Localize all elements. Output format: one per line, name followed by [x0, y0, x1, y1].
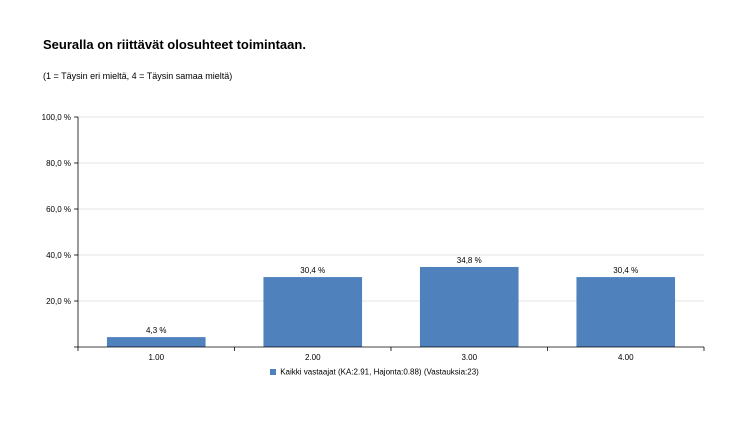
y-tick-label: 60,0 %	[46, 205, 71, 214]
axes	[74, 116, 705, 351]
bar-value-label: 30,4 %	[300, 266, 325, 275]
x-tick-label: 3.00	[461, 353, 477, 362]
y-tick-label: 40,0 %	[46, 251, 71, 260]
x-tick-label: 1.00	[148, 353, 164, 362]
x-tick-label: 4.00	[618, 353, 634, 362]
bar-value-label: 4,3 %	[146, 326, 166, 335]
bar	[263, 277, 363, 347]
bar	[419, 266, 519, 347]
chart-title: Seuralla on riittävät olosuhteet toimint…	[43, 37, 306, 52]
bars	[106, 266, 676, 347]
chart-subtitle: (1 = Täysin eri mieltä, 4 = Täysin samaa…	[43, 71, 233, 81]
x-tick-label: 2.00	[305, 353, 321, 362]
legend-swatch	[270, 368, 277, 375]
y-tick-label: 80,0 %	[46, 159, 71, 168]
y-tick-label: 100,0 %	[42, 113, 71, 122]
legend-label: Kaikki vastaajat (KA:2.91, Hajonta:0.88)…	[280, 367, 479, 377]
bar	[106, 337, 206, 347]
bar-value-label: 34,8 %	[457, 256, 482, 265]
bar-value-label: 30,4 %	[613, 266, 638, 275]
bar	[576, 277, 676, 347]
y-tick-label: 20,0 %	[46, 297, 71, 306]
legend: Kaikki vastaajat (KA:2.91, Hajonta:0.88)…	[0, 367, 749, 376]
labels: 20,0 % 40,0 % 60,0 % 80,0 % 100,0 % 4,3 % 30,4…	[42, 113, 639, 362]
gridlines	[78, 116, 704, 302]
